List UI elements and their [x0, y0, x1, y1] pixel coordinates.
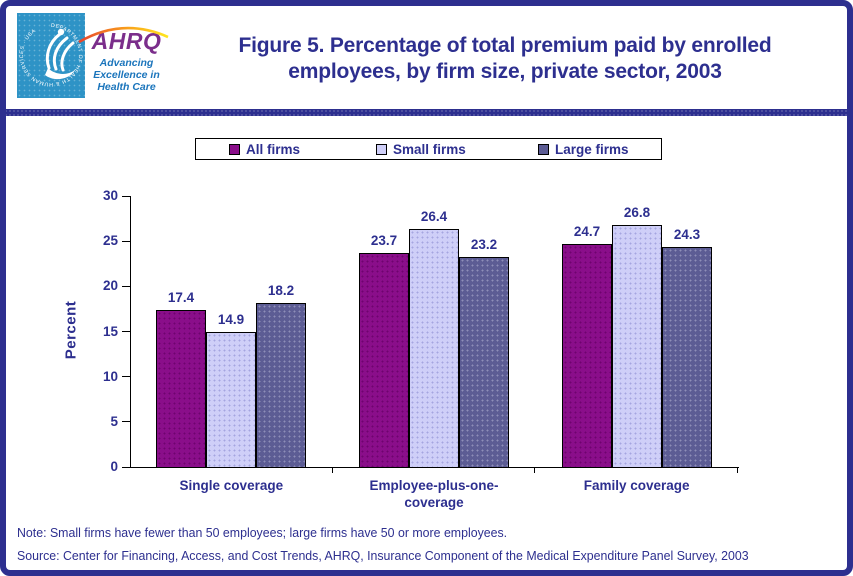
- x-axis-category-label: Employee-plus-one- coverage: [369, 478, 499, 510]
- legend-swatch-large-firms: [538, 143, 549, 155]
- y-axis-tick: [122, 376, 130, 378]
- x-axis-tick: [331, 467, 333, 473]
- hhs-seal-icon: DEPARTMENT OF HEALTH & HUMAN SERVICES · …: [17, 13, 85, 98]
- hhs-eagle-icon: DEPARTMENT OF HEALTH & HUMAN SERVICES · …: [19, 23, 83, 87]
- ahrq-logo-panel: AHRQ Advancing Excellence in Health Care: [78, 13, 169, 98]
- bar-value-label: 23.2: [470, 237, 498, 252]
- legend-label: All firms: [246, 141, 301, 157]
- x-axis-category-label: Single coverage: [179, 478, 284, 493]
- bar-value-label: 26.8: [623, 205, 651, 220]
- hhs-ahrq-logo: DEPARTMENT OF HEALTH & HUMAN SERVICES · …: [17, 13, 169, 98]
- bar-value-label: 24.7: [573, 224, 601, 239]
- legend-item-all-firms: All firms: [229, 139, 300, 159]
- legend-item-large-firms: Large firms: [538, 139, 629, 159]
- bar-value-label: 17.4: [167, 290, 195, 305]
- ahrq-tagline: Advancing Excellence in Health Care: [93, 57, 160, 93]
- legend: All firms Small firms Large firms: [195, 138, 662, 160]
- note-text: Note: Small firms have fewer than 50 emp…: [17, 525, 508, 540]
- y-axis-tick-label: 15: [102, 323, 118, 339]
- y-axis-tick: [122, 331, 130, 332]
- x-axis-tick: [737, 467, 738, 473]
- bar-value-label: 26.4: [420, 209, 448, 224]
- legend-item-small-firms: Small firms: [376, 139, 466, 159]
- legend-swatch-small-firms: [376, 143, 387, 155]
- source-text: Source: Center for Financing, Access, an…: [17, 548, 749, 563]
- y-axis-tick: [122, 285, 130, 287]
- bar-all-firms: [359, 253, 409, 468]
- y-axis-line: [130, 196, 131, 468]
- legend-swatch-all-firms: [229, 143, 240, 155]
- legend-label: Large firms: [555, 141, 629, 157]
- bar-small-firms: [409, 229, 459, 468]
- y-axis-tick: [122, 240, 130, 242]
- bar-large-firms: [256, 303, 306, 468]
- x-axis-category-label: Family coverage: [583, 478, 690, 493]
- y-axis-tick-label: 5: [110, 413, 118, 429]
- y-axis-tick: [122, 466, 130, 468]
- bar-small-firms: [206, 332, 256, 468]
- y-axis-tick: [122, 421, 130, 423]
- figure-title: Figure 5. Percentage of total premium pa…: [238, 34, 772, 83]
- header-separator: [0, 109, 853, 116]
- bar-large-firms: [459, 257, 509, 468]
- bar-value-label: 24.3: [673, 227, 701, 242]
- bar-all-firms: [156, 310, 206, 468]
- y-axis-tick-label: 10: [102, 368, 118, 384]
- bar-large-firms: [662, 247, 712, 468]
- bar-all-firms: [562, 244, 612, 468]
- legend-label: Small firms: [393, 141, 466, 157]
- bar-value-label: 18.2: [267, 283, 295, 298]
- bar-value-label: 14.9: [217, 312, 245, 327]
- y-axis-label: Percent: [62, 300, 80, 360]
- y-axis-tick-label: 25: [102, 233, 118, 249]
- y-axis-tick: [122, 195, 130, 197]
- x-axis-tick: [534, 467, 536, 473]
- y-axis-tick-label: 0: [110, 459, 118, 474]
- bar-value-label: 23.7: [370, 233, 398, 248]
- rainbow-arc-icon: [78, 26, 169, 44]
- y-axis-tick-label: 20: [102, 278, 118, 294]
- bar-small-firms: [612, 225, 662, 468]
- y-axis-tick-label: 30: [102, 188, 118, 203]
